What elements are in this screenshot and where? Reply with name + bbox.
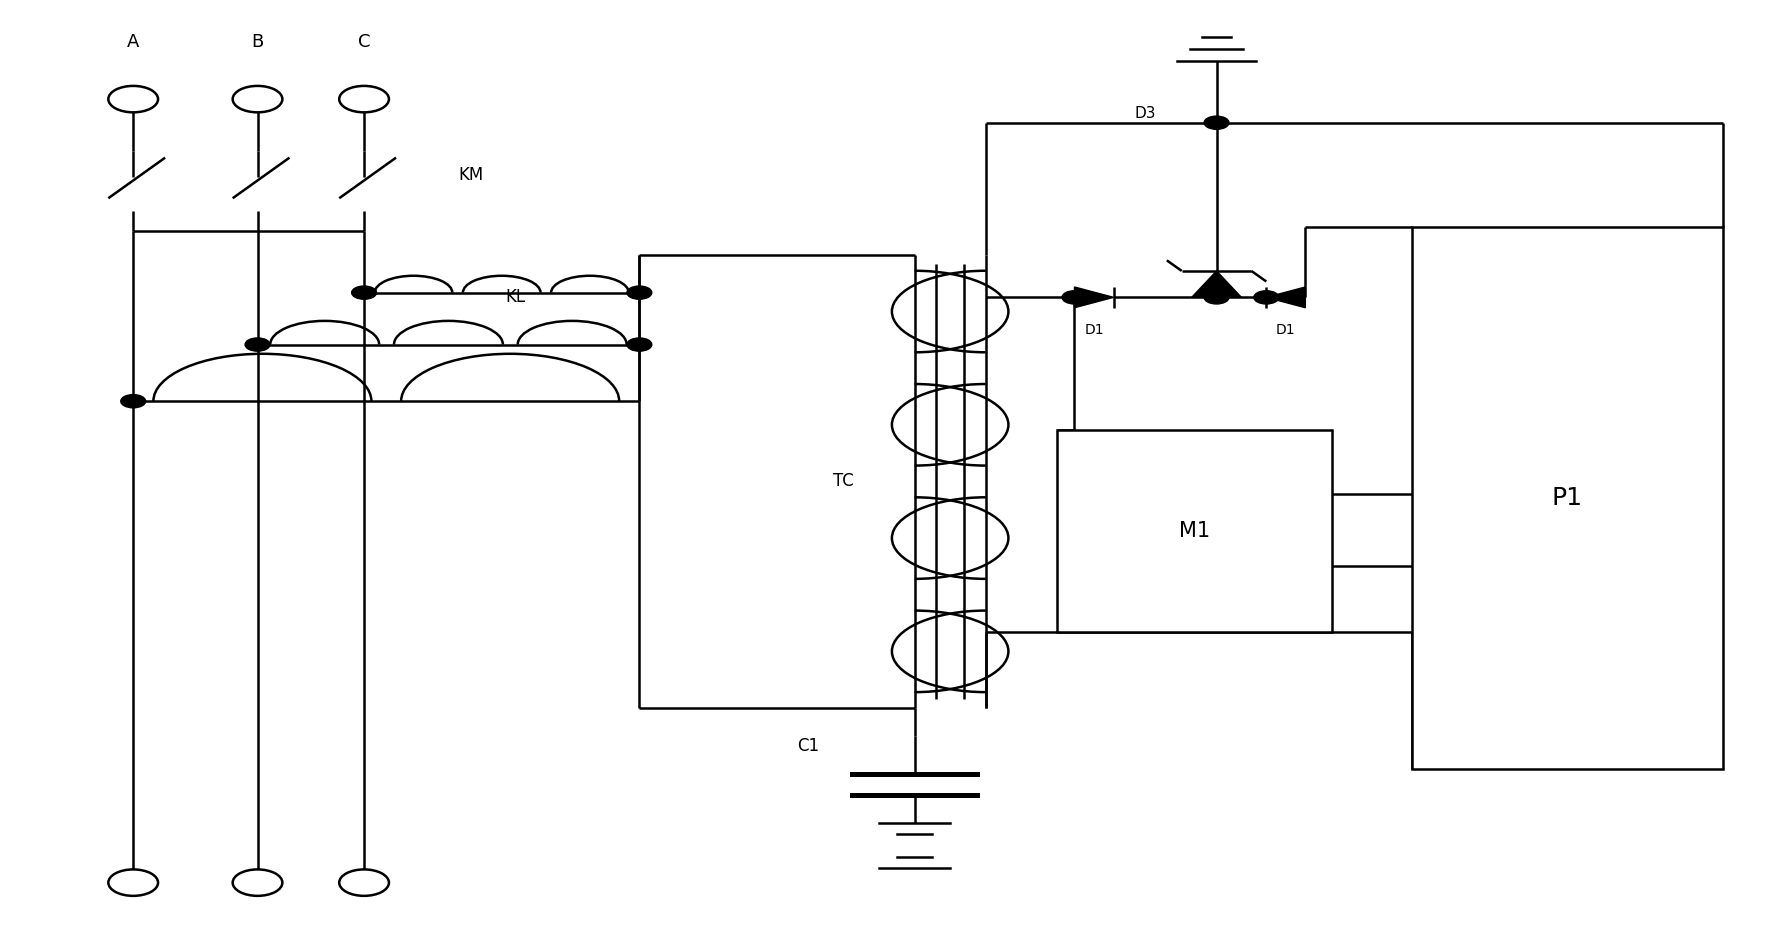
- Text: TC: TC: [833, 472, 854, 491]
- Circle shape: [352, 286, 377, 299]
- Circle shape: [121, 395, 146, 408]
- Polygon shape: [1266, 287, 1305, 308]
- Circle shape: [627, 286, 652, 299]
- Text: D1: D1: [1275, 324, 1296, 337]
- Circle shape: [627, 338, 652, 351]
- Polygon shape: [1192, 271, 1241, 297]
- Text: KM: KM: [458, 165, 483, 184]
- Text: D3: D3: [1135, 106, 1156, 121]
- Text: A: A: [128, 33, 139, 52]
- Circle shape: [245, 338, 270, 351]
- Text: D1: D1: [1083, 324, 1105, 337]
- Text: P1: P1: [1552, 486, 1582, 510]
- Text: KL: KL: [504, 288, 526, 307]
- Circle shape: [1254, 291, 1279, 304]
- Polygon shape: [1074, 287, 1114, 308]
- Bar: [1412, 227, 1723, 769]
- Text: B: B: [252, 33, 263, 52]
- Text: C1: C1: [797, 736, 819, 755]
- Text: C: C: [357, 33, 371, 52]
- Circle shape: [1204, 116, 1229, 129]
- Circle shape: [1062, 291, 1087, 304]
- Text: M1: M1: [1179, 521, 1209, 541]
- Bar: [1057, 430, 1332, 632]
- Circle shape: [1204, 291, 1229, 304]
